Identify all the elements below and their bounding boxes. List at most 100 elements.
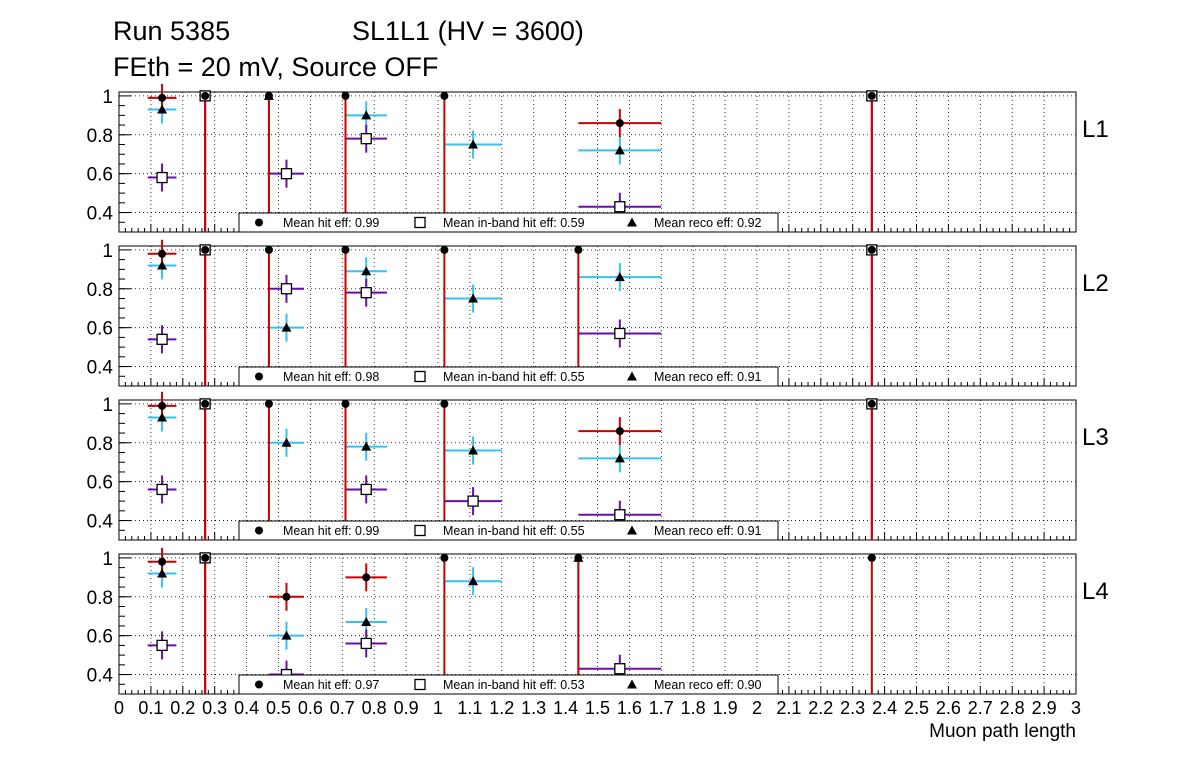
hit-marker-circle <box>264 91 273 100</box>
hit-marker-circle <box>341 91 350 100</box>
legend-reco-label: Mean reco eff: 0.92 <box>654 216 762 230</box>
x-tick-label: 2.6 <box>936 698 961 718</box>
y-tick-label: 0.6 <box>87 473 113 494</box>
hit-marker-circle <box>158 401 167 410</box>
x-tick-label: 2.1 <box>776 698 801 718</box>
hit-marker-circle <box>440 91 449 100</box>
hit-marker-circle <box>440 399 449 408</box>
legend-hit-marker <box>255 218 263 227</box>
hit-marker-circle <box>158 249 167 258</box>
x-tick-label: 2.8 <box>1000 698 1025 718</box>
hit-marker-circle <box>440 553 449 562</box>
hit-marker-circle <box>201 245 210 254</box>
reco-marker-triangle <box>281 322 292 332</box>
hit-marker-circle <box>282 592 291 601</box>
reco-marker-triangle <box>281 630 292 640</box>
hit-marker-circle <box>574 245 583 254</box>
x-tick-label: 0.6 <box>298 698 323 718</box>
legend-reco-marker <box>627 371 637 381</box>
legend-hit-label: Mean hit eff: 0.98 <box>283 370 379 384</box>
y-tick-label: 0.6 <box>87 627 113 648</box>
x-tick-label: 1.8 <box>681 698 706 718</box>
x-tick-labels: 0 0.1 0.2 0.3 0.4 0.5 0.6 0.7 0.8 0.9 1 1.1 1.2 1.3 1.… <box>114 698 1081 718</box>
reco-marker-triangle <box>281 437 292 447</box>
inband-marker-square <box>614 663 626 675</box>
hit-marker-circle <box>201 91 210 100</box>
x-tick-label: 2.5 <box>904 698 929 718</box>
y-tick-label: 0.4 <box>87 358 114 379</box>
legend-reco-label: Mean reco eff: 0.91 <box>654 370 762 384</box>
y-tick-label: 1 <box>102 549 113 570</box>
hit-marker-circle <box>362 573 371 582</box>
x-tick-label: 1.9 <box>713 698 738 718</box>
y-tick-label: 0.4 <box>87 512 114 533</box>
x-tick-label: 0.8 <box>362 698 387 718</box>
legend-hit-marker <box>255 526 263 535</box>
x-tick-label: 2.7 <box>968 698 993 718</box>
hit-marker-circle <box>264 399 273 408</box>
inband-marker-square <box>360 637 372 650</box>
inband-marker-square <box>156 483 168 496</box>
x-axis-title: Muon path length <box>929 721 1076 742</box>
legend-inband-marker <box>414 524 426 537</box>
legend-reco-marker <box>627 217 637 227</box>
x-tick-label: 0.2 <box>170 698 195 718</box>
legend-box <box>238 366 779 387</box>
y-tick-label: 0.8 <box>87 434 113 455</box>
x-tick-label: 1.3 <box>521 698 546 718</box>
reco-marker-triangle <box>614 272 625 282</box>
legend-box <box>238 520 779 541</box>
legend-inband-label: Mean in-band hit eff: 0.55 <box>443 370 585 384</box>
panel-l1: 0.4 0.6 0.8 1 Mean hit eff: 0.99 Mean in-band… <box>87 83 1109 233</box>
hit-marker-circle <box>201 399 210 408</box>
reco-marker-triangle <box>157 568 168 578</box>
reco-marker-triangle <box>361 441 372 451</box>
x-tick-label: 2.4 <box>872 698 897 718</box>
x-tick-label: 1.4 <box>553 698 578 718</box>
reco-marker-triangle <box>468 139 479 149</box>
x-tick-label: 0.1 <box>138 698 163 718</box>
legend-hit-label: Mean hit eff: 0.99 <box>283 524 379 538</box>
inband-marker-square <box>360 483 372 496</box>
reco-marker-triangle <box>468 445 479 455</box>
inband-marker-square <box>614 201 626 213</box>
legend-box <box>238 674 779 695</box>
y-tick-label: 1 <box>102 87 113 108</box>
reco-marker-triangle <box>361 266 372 276</box>
x-tick-label: 0.3 <box>202 698 227 718</box>
panel-l2: 0.4 0.6 0.8 1 Mean hit eff: 0.98 Mean in-band… <box>87 239 1109 387</box>
x-tick-label: 0 <box>114 698 124 718</box>
inband-marker-square <box>280 283 293 295</box>
inband-marker-square <box>156 333 168 345</box>
hit-marker-circle <box>867 553 876 562</box>
hit-marker-circle <box>574 553 583 562</box>
inband-marker-square <box>467 495 479 507</box>
panel-l3: 0.4 0.6 0.8 1 Mean hit eff: 0.99 Mean in-band… <box>87 391 1109 541</box>
hit-marker-circle <box>341 245 350 254</box>
x-tick-label: 2.9 <box>1032 698 1057 718</box>
title-conditions: FEth = 20 mV, Source OFF <box>113 52 439 82</box>
hit-marker-circle <box>158 557 167 566</box>
y-tick-label: 0.8 <box>87 126 113 147</box>
y-tick-label: 1 <box>102 241 113 262</box>
reco-marker-triangle <box>614 145 625 155</box>
y-tick-label: 0.4 <box>87 666 114 687</box>
panel-label: L3 <box>1082 424 1109 451</box>
legend-inband-marker <box>414 216 426 229</box>
y-tick-label: 1 <box>102 395 113 416</box>
hit-marker-circle <box>341 399 350 408</box>
panel-label: L4 <box>1082 578 1109 605</box>
hit-marker-circle <box>867 245 876 254</box>
x-tick-label: 0.7 <box>330 698 355 718</box>
reco-marker-triangle <box>468 576 479 586</box>
x-tick-label: 1 <box>433 698 443 718</box>
title-chamber: SL1L1 (HV = 3600) <box>352 16 584 46</box>
reco-marker-triangle <box>157 104 168 114</box>
x-tick-label: 2.3 <box>840 698 865 718</box>
title-run: Run 5385 <box>113 16 231 46</box>
inband-marker-square <box>156 171 168 184</box>
hit-marker-circle <box>867 399 876 408</box>
legend-reco-label: Mean reco eff: 0.91 <box>654 524 762 538</box>
reco-marker-triangle <box>361 617 372 627</box>
legend-inband-label: Mean in-band hit eff: 0.59 <box>443 216 585 230</box>
